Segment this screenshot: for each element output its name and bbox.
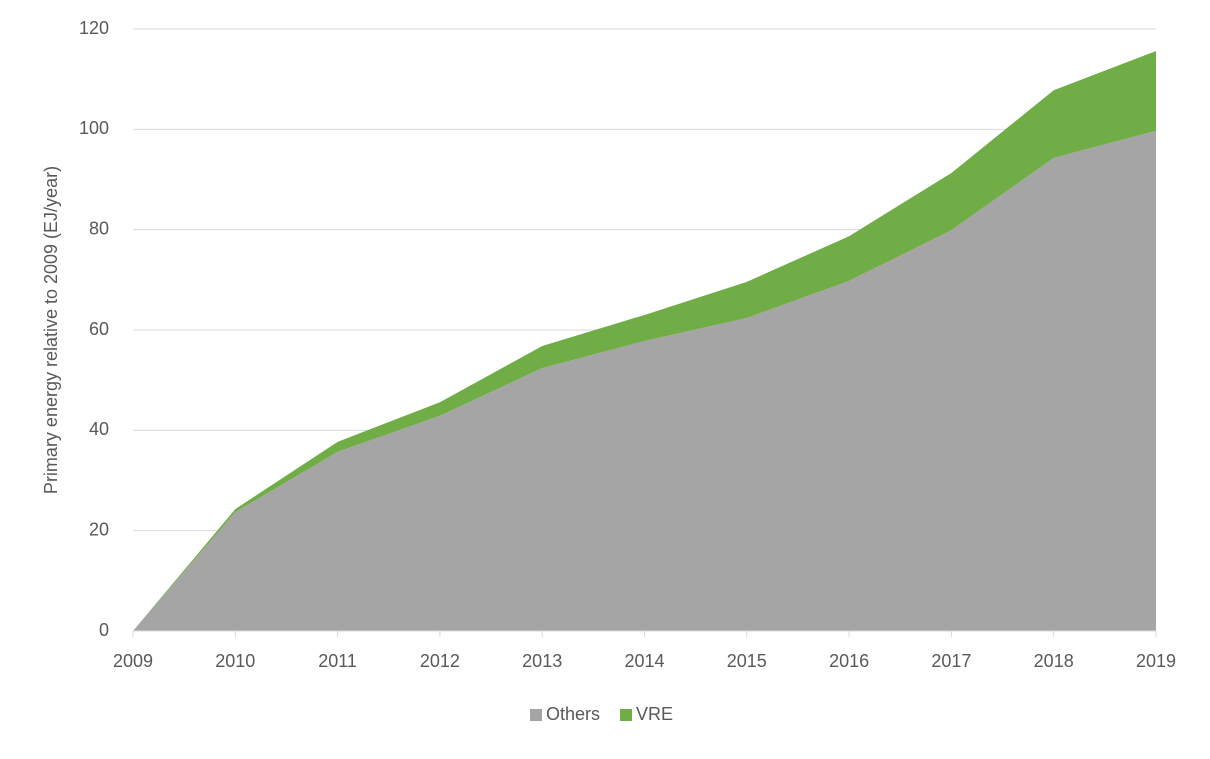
y-tick-label: 0 xyxy=(99,620,109,640)
x-tick-label: 2019 xyxy=(1136,651,1176,671)
y-tick-label: 100 xyxy=(79,118,109,138)
area xyxy=(133,130,1156,632)
legend-label: Others xyxy=(546,704,600,724)
y-tick-label: 60 xyxy=(89,319,109,339)
area xyxy=(133,51,1156,631)
legend-swatch xyxy=(620,709,633,721)
x-tick-label: 2017 xyxy=(931,651,971,671)
legend-label: VRE xyxy=(636,704,673,724)
x-tick-label: 2013 xyxy=(522,651,562,671)
y-tick-label: 40 xyxy=(89,419,109,439)
x-tick-label: 2012 xyxy=(420,651,460,671)
x-tick-label: 2011 xyxy=(318,651,357,671)
x-tick-label: 2018 xyxy=(1034,651,1074,671)
x-tick-label: 2010 xyxy=(215,651,255,671)
x-tick-label: 2009 xyxy=(113,651,153,671)
x-tick-label: 2015 xyxy=(727,651,767,671)
x-tick-label: 2016 xyxy=(829,651,869,671)
y-tick-label: 20 xyxy=(89,519,109,539)
y-tick-label: 120 xyxy=(79,18,109,38)
x-tick-label: 2014 xyxy=(624,651,664,671)
y-tick-label: 80 xyxy=(89,218,109,238)
legend-swatch xyxy=(530,709,542,721)
y-axis-label: Primary energy relative to 2009 (EJ/year… xyxy=(41,166,61,494)
